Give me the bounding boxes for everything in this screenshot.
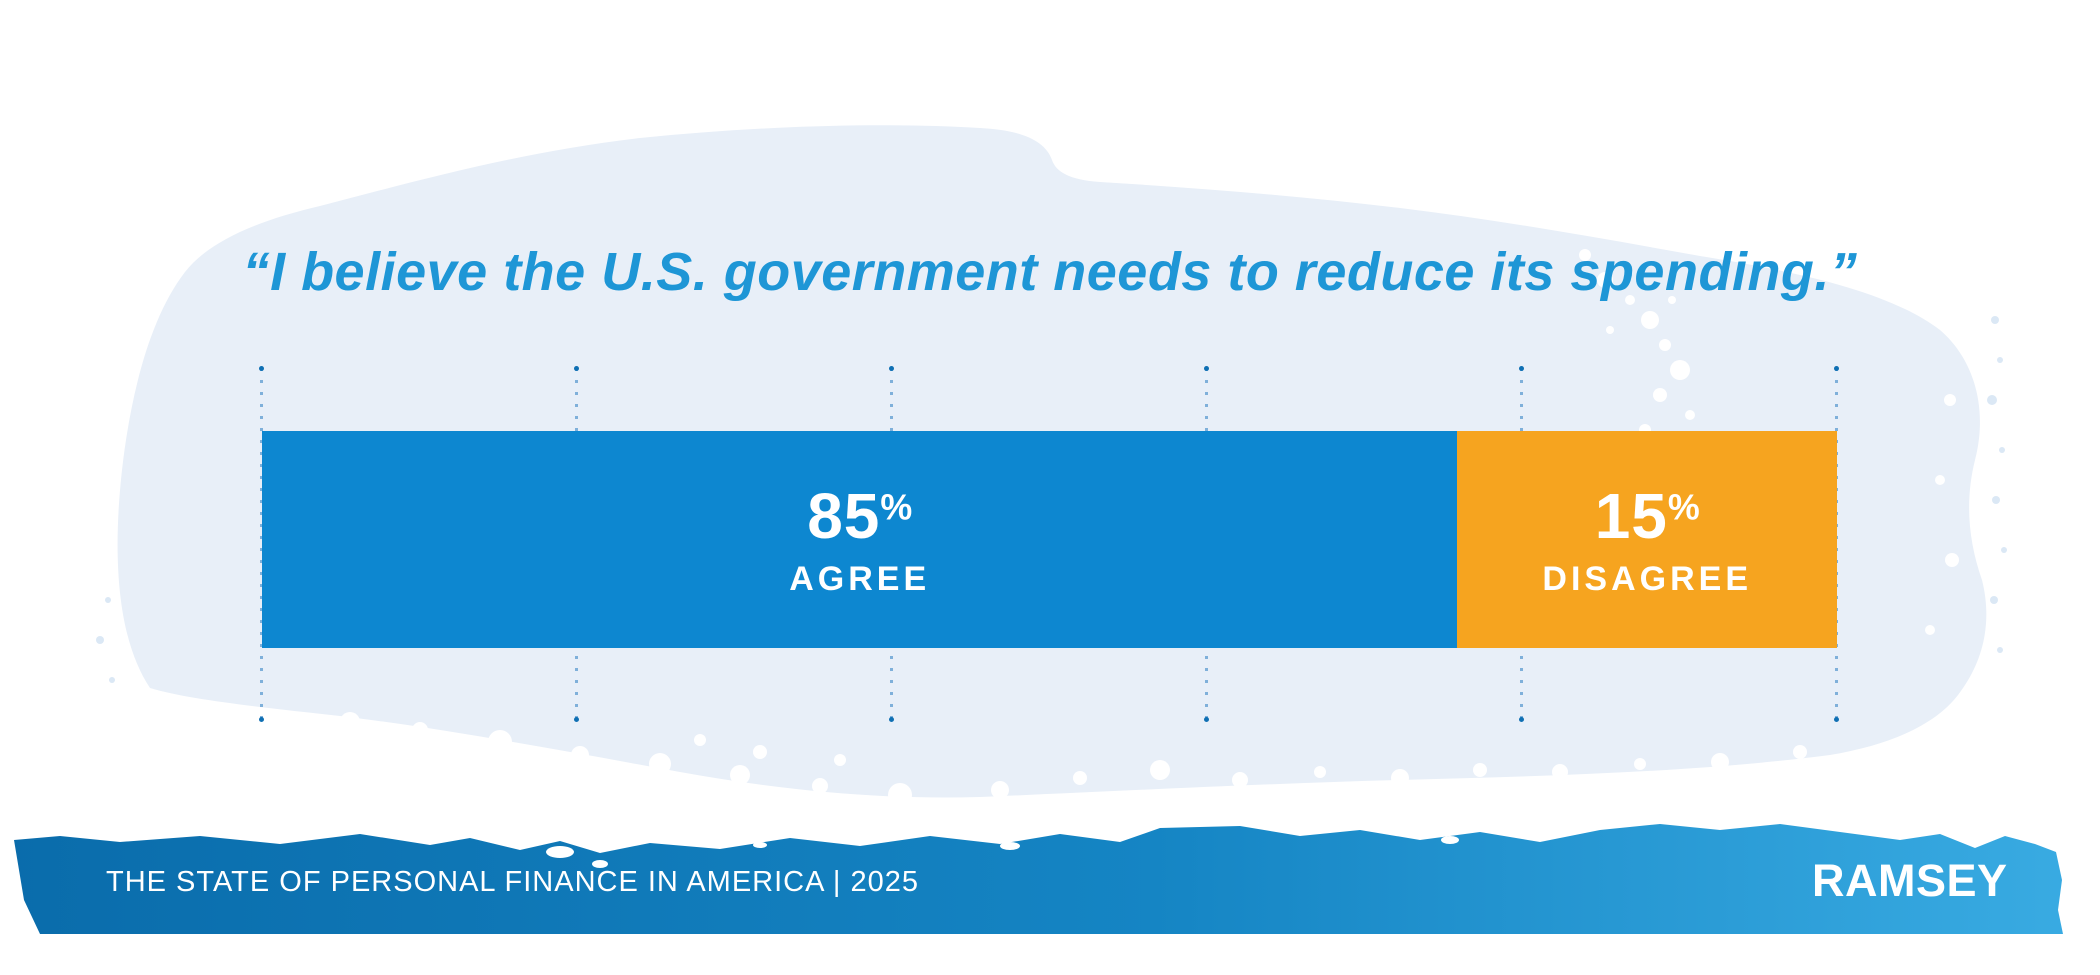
gridline-dotted-0 (259, 366, 264, 722)
agree-number: 85 (807, 479, 881, 552)
disagree-number: 15 (1594, 479, 1668, 552)
disagree-value: 15% (1595, 484, 1700, 548)
splash-edge-specks (96, 316, 2007, 683)
agree-percent-sign: % (880, 486, 913, 527)
footer-brush-gaps (546, 836, 1459, 868)
footer-report-title: THE STATE OF PERSONAL FINANCE IN AMERICA… (106, 866, 920, 898)
disagree-percent-sign: % (1667, 486, 1700, 527)
chart-title-quote: “I believe the U.S. government needs to … (242, 242, 1858, 302)
stacked-bar: 85% AGREE 15% DISAGREE (262, 431, 1837, 648)
agree-value: 85% (807, 484, 912, 548)
disagree-label: DISAGREE (1542, 559, 1752, 598)
bar-segment-disagree: 15% DISAGREE (1457, 431, 1837, 648)
ramsey-logo: RAMSEY (1812, 855, 2008, 906)
bar-segment-agree: 85% AGREE (262, 431, 1458, 648)
agree-label: AGREE (789, 559, 931, 598)
splash-dry-brush-speckles (340, 249, 1959, 807)
